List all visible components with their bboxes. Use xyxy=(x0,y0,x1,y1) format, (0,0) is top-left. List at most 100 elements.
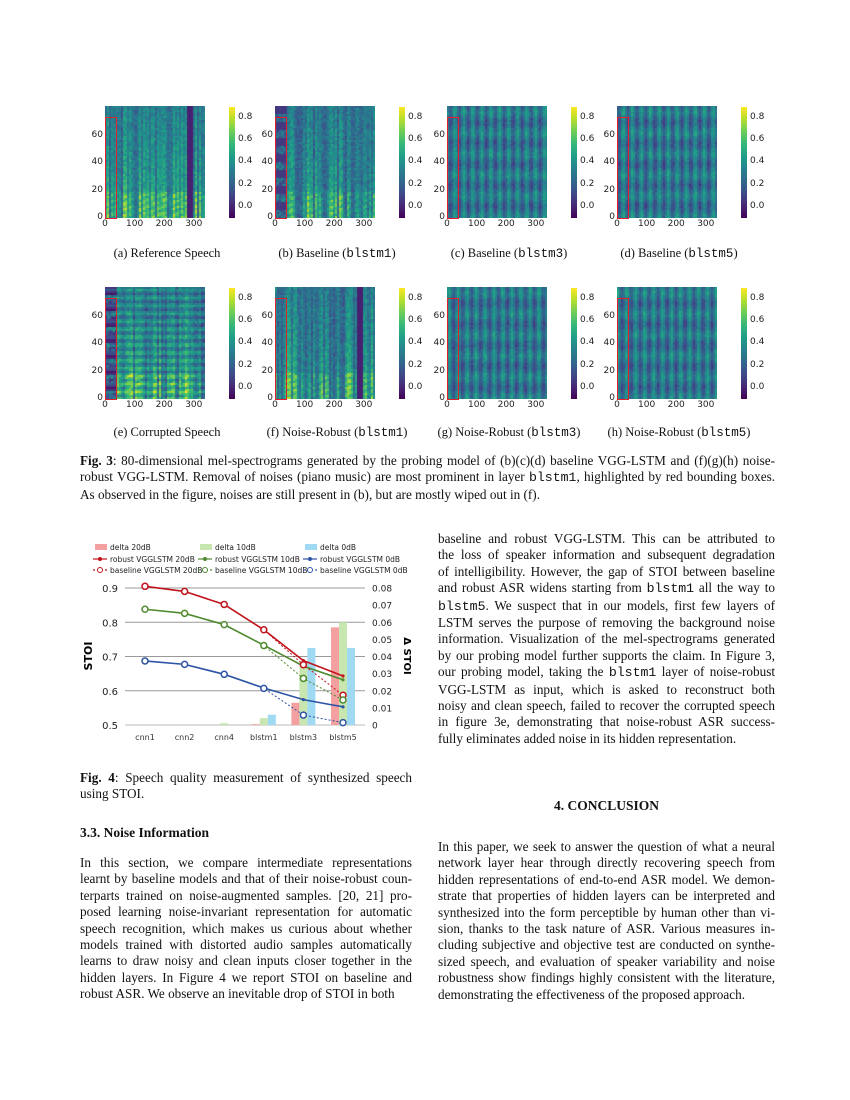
y-tick-label: 40 xyxy=(433,338,445,349)
inline-code: blstm3 xyxy=(518,247,564,261)
right-column-body: baseline and robust VGG-LSTM. This can b… xyxy=(438,531,775,747)
text-span: robustness show findings highly consiste… xyxy=(438,970,775,986)
y-tick-label: 40 xyxy=(91,157,103,168)
x-tick-label: 200 xyxy=(325,400,343,410)
legend-marker xyxy=(307,567,313,573)
text-line: noisy and clean speech, failed to recove… xyxy=(438,698,775,714)
text-line: cluding subjective and objective test ar… xyxy=(438,937,775,953)
x-tick-label: 100 xyxy=(638,219,656,229)
caption-text: ) xyxy=(563,246,568,260)
text-line: strate that properties of hidden layers … xyxy=(438,888,775,904)
y-tick-label: 60 xyxy=(433,129,445,140)
text-line: sion, thanks to the task nature of ASR. … xyxy=(438,921,775,937)
x-tick-label: 0 xyxy=(614,219,620,229)
x-tick-label: 0 xyxy=(272,400,278,410)
x-tick-label: 0 xyxy=(444,219,450,229)
colorbar-tick-label: 0.4 xyxy=(238,156,253,167)
bar-delta-20db xyxy=(291,702,300,725)
caption-text: (g) Noise-Robust ( xyxy=(437,425,532,439)
text-span: information. Visualization of the mel-sp… xyxy=(438,631,775,647)
data-point xyxy=(299,711,308,719)
y-tick-label: 60 xyxy=(433,310,445,321)
bar-delta-0db xyxy=(347,647,355,725)
data-point xyxy=(141,582,149,591)
x-tick-label: 200 xyxy=(155,219,173,229)
y-tick-label: 60 xyxy=(91,310,103,321)
text-span: . We suspect that in our models, first f… xyxy=(485,597,775,613)
spectrogram-panel: 0.0 0.2 0.4 0.6 0.8 0 20 40 60 0 100 200 300 xyxy=(80,101,253,261)
x-tick-label: 0 xyxy=(102,219,108,229)
text-span: posed learning noise-invariant represent… xyxy=(80,904,412,920)
text-line: hidden layers. In Figure 4 we report STO… xyxy=(80,970,412,986)
y-tick-label: 40 xyxy=(603,338,615,349)
text-span: cluding subjective and objective test ar… xyxy=(438,937,775,953)
data-point xyxy=(141,605,149,613)
x-tick-label: blstm1 xyxy=(250,733,277,742)
text-line: speech recognition, which makes us curio… xyxy=(80,921,412,937)
y-tick-label: 0 xyxy=(439,393,445,403)
colorbar xyxy=(741,107,747,218)
colorbar-tick-label: 0.6 xyxy=(750,315,765,326)
colorbar-tick-label: 0.0 xyxy=(238,382,253,392)
colorbar-tick-label: 0.2 xyxy=(580,359,595,370)
x-tick-label: 200 xyxy=(325,219,343,229)
legend-marker xyxy=(203,557,207,561)
bar-delta-10db xyxy=(299,661,308,725)
text-span: robust ASR. We observe an inevitable dro… xyxy=(80,986,395,1002)
spectrogram-image xyxy=(447,287,547,399)
y2-tick-label: 0.01 xyxy=(372,704,392,714)
legend-marker xyxy=(202,567,208,573)
colorbar-tick-label: 0.0 xyxy=(580,201,595,211)
text-span: LSTM serves the purpose of removing the … xyxy=(438,615,775,631)
text-line: robustness show findings highly consiste… xyxy=(438,970,775,986)
y2-tick-label: 0 xyxy=(372,722,378,732)
data-point xyxy=(220,620,228,629)
text-line: the loss of speaker information and subs… xyxy=(438,547,775,563)
x-tick-label: 0 xyxy=(272,219,278,229)
x-tick-label: 200 xyxy=(667,400,685,410)
subfigure-caption: (g) Noise-Robust (blstm3) xyxy=(438,425,581,440)
x-tick-label: blstm5 xyxy=(329,733,357,742)
colorbar-tick-label: 0.0 xyxy=(238,201,253,211)
inline-code: blstm1 xyxy=(608,665,657,681)
colorbar-tick-label: 0.6 xyxy=(238,134,253,145)
colorbar xyxy=(571,107,577,218)
text-line: hidden representations of end-to-end ASR… xyxy=(438,872,775,888)
spectrogram-panel: 0.0 0.2 0.4 0.6 0.8 0 20 40 60 0 100 200 300 xyxy=(592,282,765,442)
y-tick-label: 0 xyxy=(609,212,615,222)
y-tick-label: 60 xyxy=(603,310,615,321)
inline-code: blstm1 xyxy=(358,426,404,440)
text-line: VGG-LSTM as input, which is asked to rec… xyxy=(438,682,775,698)
text-line: fully eliminates added noise in its hidd… xyxy=(438,731,775,747)
y-tick-label: 40 xyxy=(433,157,445,168)
spectrogram-image xyxy=(447,106,547,218)
text-line: of intelligibility. However, the gap of … xyxy=(438,564,775,580)
text-line: Fig. 3: 80-dimensional mel-spectrograms … xyxy=(80,453,775,469)
x-tick-label: 100 xyxy=(468,219,486,229)
legend-label: delta 0dB xyxy=(320,543,356,552)
legend-label: delta 20dB xyxy=(110,543,151,552)
y2-axis-label: Δ STOI xyxy=(401,637,412,674)
text-line: As observed in the figure, noises are st… xyxy=(80,487,775,503)
data-point xyxy=(299,660,308,669)
text-line: models trained with distorted audio samp… xyxy=(80,937,412,953)
y2-tick-label: 0.06 xyxy=(372,619,392,629)
y-tick-label: 20 xyxy=(603,365,615,376)
text-line: by our probing model further supports th… xyxy=(438,648,775,664)
caption-text: (h) Noise-Robust ( xyxy=(607,425,702,439)
y-tick-label: 20 xyxy=(603,184,615,195)
subfigure-caption: (h) Noise-Robust (blstm5) xyxy=(608,425,751,440)
bar-delta-10db xyxy=(339,622,347,725)
caption-text: (c) Baseline ( xyxy=(450,246,519,260)
text-span: in figure 3e, demonstrating that noise-r… xyxy=(438,714,775,730)
legend-marker xyxy=(308,557,312,561)
subfigure-caption: (a) Reference Speech xyxy=(114,246,221,261)
line-baseline-vgglstm-0db xyxy=(144,660,344,724)
x-tick-label: 100 xyxy=(638,400,656,410)
colorbar-tick-label: 0.8 xyxy=(580,292,595,303)
subfigure-caption: (d) Baseline (blstm5) xyxy=(620,246,737,261)
legend-label: baseline VGGLSTM 0dB xyxy=(320,566,408,575)
text-span: In this section, we compare intermediate… xyxy=(80,855,412,870)
colorbar-tick-label: 0.8 xyxy=(408,292,423,303)
y-tick-label: 60 xyxy=(91,129,103,140)
